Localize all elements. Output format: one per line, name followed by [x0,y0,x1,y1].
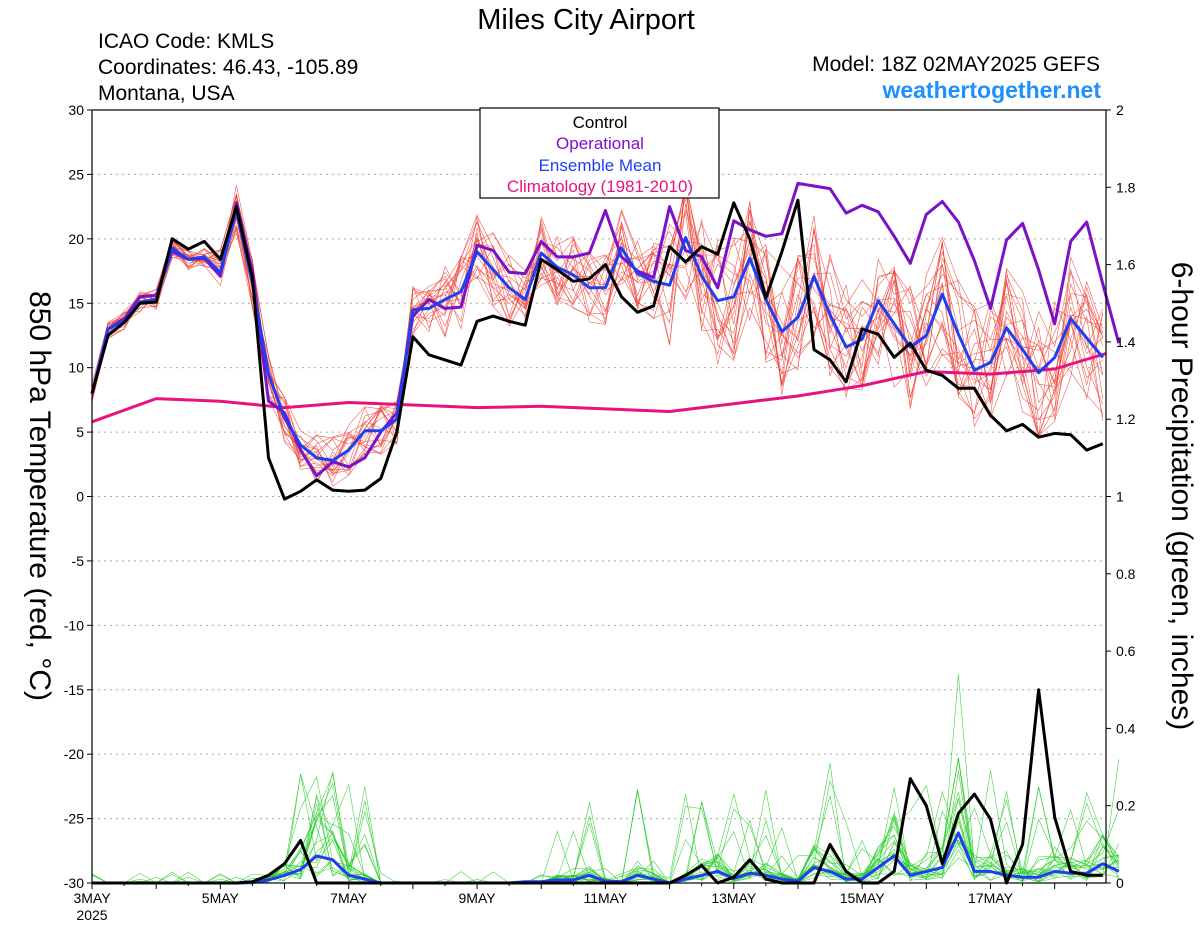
y-tick-right-label: 1.6 [1116,257,1136,273]
legend-climatology: Climatology (1981-2010) [507,177,693,196]
y-tick-right-label: 0.4 [1116,720,1136,736]
precip-member-line [92,771,1119,883]
precip-member-line [92,770,1119,883]
operational-temp-line [92,183,1119,476]
series-lines [92,183,1119,883]
control-temp-line [92,200,1103,499]
y-tick-right-label: 1 [1116,489,1124,505]
precip-member-line [92,772,1119,883]
y-tick-right-label: 1.2 [1116,411,1136,427]
y-tick-left-label: -25 [64,811,84,827]
precip-member-line [92,759,1119,883]
y-tick-right-label: 1.8 [1116,179,1136,195]
legend-ensemble-mean: Ensemble Mean [539,156,662,175]
y-tick-left-label: 5 [76,424,84,440]
temp-members [92,180,1103,486]
y-tick-left-label: -15 [64,682,84,698]
x-tick-label: 11MAY [583,890,627,906]
y-tick-left-label: -5 [72,553,85,569]
x-tick-label: 9MAY [459,890,497,906]
y-tick-left-label: -20 [64,746,84,762]
y-tick-left-label: -10 [64,617,84,633]
precip-member-line [92,759,1119,883]
coordinates: Coordinates: 46.43, -105.89 [98,56,358,79]
y-tick-right-label: 1.4 [1116,334,1136,350]
legend: Control Operational Ensemble Mean Climat… [480,108,719,198]
y-tick-left-label: 0 [76,489,84,505]
precip-member-line [92,758,1119,883]
x-tick-year-label: 2025 [76,907,107,923]
y-tick-left-label: 25 [68,166,84,182]
legend-control: Control [573,113,628,132]
precip-member-line [92,758,1119,883]
chart-title: Miles City Airport [477,4,695,36]
control-precip-line [92,690,1103,883]
ensemble-mean-temp-line [92,211,1103,461]
x-tick-label: 13MAY [711,890,757,906]
y-tick-left-label: 20 [68,231,84,247]
x-tick-label: 15MAY [840,890,886,906]
y-axis-left-label: 850 hPa Temperature (red, °C) [23,291,56,701]
precip-member-line [92,781,1119,883]
model-run: Model: 18Z 02MAY2025 GEFS [812,53,1100,76]
y-tick-right-label: 0 [1116,875,1124,891]
x-tick-label: 5MAY [202,890,240,906]
site-link[interactable]: weathertogether.net [881,77,1101,103]
y-tick-left-label: 10 [68,360,84,376]
icao-code: ICAO Code: KMLS [98,30,274,53]
region: Montana, USA [98,82,235,105]
y-axis-right-label: 6-hour Precipitation (green, inches) [1165,262,1198,731]
y-tick-right-label: 0.6 [1116,643,1136,659]
y-tick-right-label: 0.8 [1116,566,1136,582]
legend-operational: Operational [556,134,644,153]
x-tick-label: 17MAY [968,890,1014,906]
y-tick-left-label: 30 [68,102,84,118]
gefs-meteogram: 302520151050-5-10-15-20-25-3021.81.61.41… [0,0,1200,927]
y-tick-left-label: 15 [68,295,84,311]
y-tick-right-label: 2 [1116,102,1124,118]
y-tick-left-label: -30 [64,875,84,891]
x-tick-label: 3MAY [73,890,111,906]
y-tick-right-label: 0.2 [1116,798,1136,814]
x-tick-label: 7MAY [330,890,368,906]
